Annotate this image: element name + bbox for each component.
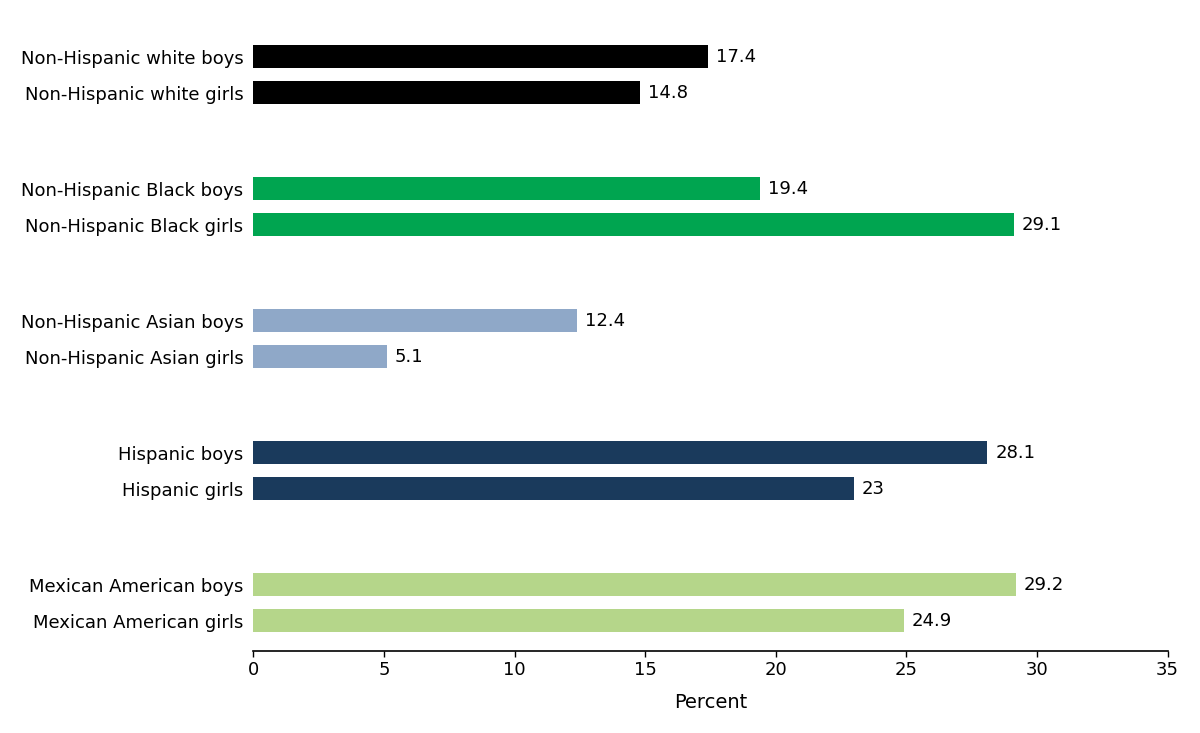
Bar — [253, 213, 1014, 236]
Bar — [253, 81, 640, 104]
X-axis label: Percent: Percent — [674, 693, 748, 712]
Text: 29.2: 29.2 — [1024, 576, 1064, 594]
Bar — [253, 45, 708, 68]
Bar — [253, 309, 577, 332]
Bar — [253, 345, 386, 368]
Text: 29.1: 29.1 — [1021, 216, 1062, 234]
Bar — [253, 177, 760, 200]
Text: 17.4: 17.4 — [715, 48, 756, 66]
Text: 14.8: 14.8 — [648, 84, 688, 102]
Text: 28.1: 28.1 — [995, 444, 1036, 462]
Text: 19.4: 19.4 — [768, 180, 808, 198]
Text: 5.1: 5.1 — [395, 348, 424, 366]
Bar — [253, 573, 1016, 596]
Text: 12.4: 12.4 — [586, 312, 625, 330]
Bar — [253, 441, 988, 464]
Text: 24.9: 24.9 — [912, 612, 952, 630]
Bar — [253, 609, 904, 633]
Text: 23: 23 — [862, 480, 886, 498]
Bar — [253, 477, 854, 500]
